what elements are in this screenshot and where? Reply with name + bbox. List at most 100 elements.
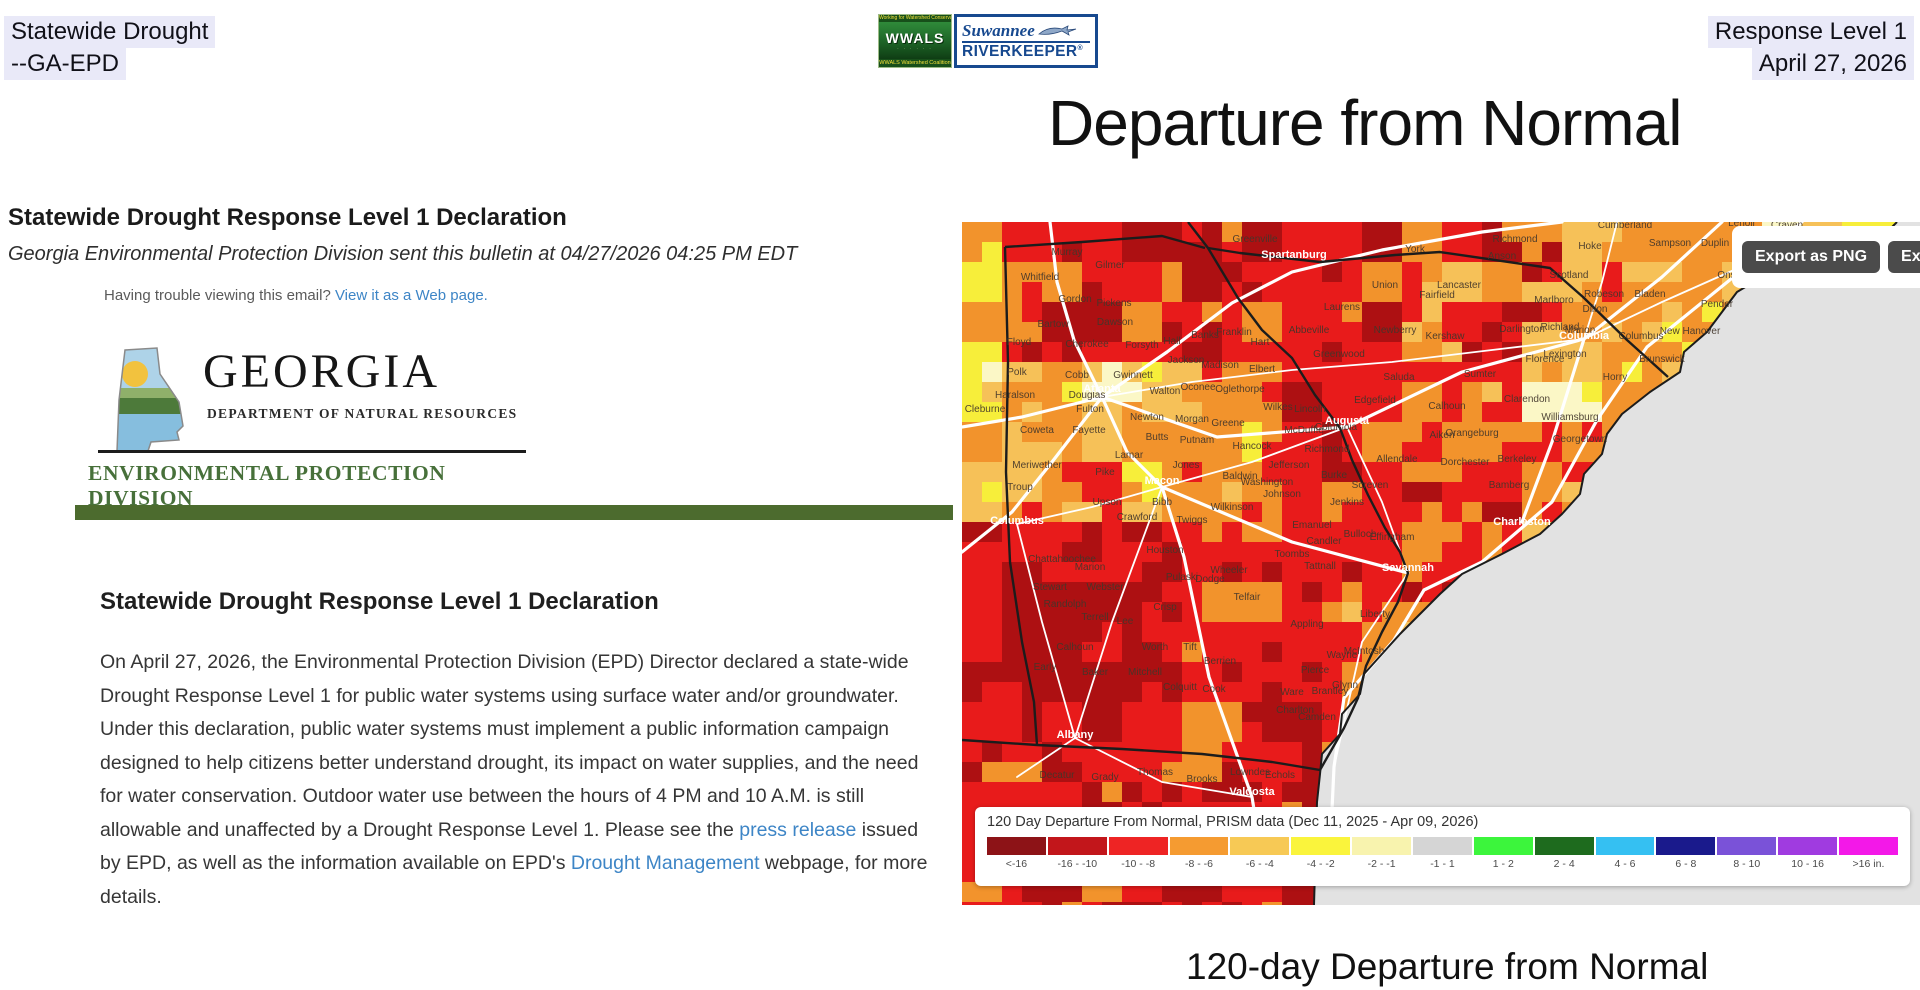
county-label: Lancaster bbox=[1437, 280, 1482, 291]
map-pixel-cell bbox=[1102, 462, 1123, 483]
county-label: Lenoir bbox=[1728, 222, 1756, 229]
email-section-title: Statewide Drought Response Level 1 Decla… bbox=[100, 588, 659, 615]
map-pixel-cell bbox=[1102, 262, 1123, 283]
map-pixel-cell bbox=[1262, 322, 1283, 343]
interstate-line bbox=[1520, 337, 1586, 524]
map-pixel-cell bbox=[1142, 602, 1163, 623]
logo-divider bbox=[98, 450, 526, 453]
map-pixel-cell bbox=[1562, 242, 1583, 263]
map-pixel-cell bbox=[1042, 522, 1063, 543]
map-pixel-cell bbox=[1202, 282, 1223, 303]
map-pixel-cell bbox=[1462, 442, 1483, 463]
map-pixel-cell bbox=[1642, 302, 1663, 323]
view-as-webpage-link[interactable]: View it as a Web page. bbox=[334, 287, 488, 304]
export-png-button[interactable]: Export as PNG bbox=[1742, 241, 1881, 273]
map-pixel-cell bbox=[962, 902, 983, 905]
highway-line bbox=[1583, 261, 1753, 340]
email-title: Statewide Drought Response Level 1 Decla… bbox=[8, 204, 567, 231]
map-pixel-cell bbox=[962, 602, 983, 623]
county-label: Kershaw bbox=[1426, 331, 1466, 342]
map-pixel-cell bbox=[1042, 882, 1063, 903]
interstate-line bbox=[962, 395, 1104, 429]
map-pixel-cell bbox=[1142, 442, 1163, 463]
map-pixel-cell bbox=[1042, 642, 1063, 663]
map-pixel-cell bbox=[1602, 382, 1623, 403]
county-label: Horry bbox=[1603, 372, 1627, 383]
county-label: Telfair bbox=[1234, 592, 1261, 603]
map-pixel-cell bbox=[1002, 742, 1023, 763]
legend-label: 2 - 4 bbox=[1553, 858, 1575, 870]
map-pixel-cell bbox=[1242, 462, 1263, 483]
map-pixel-cell bbox=[1662, 242, 1683, 263]
map-pixel-cell bbox=[1322, 502, 1343, 523]
map-pixel-cell bbox=[1602, 342, 1623, 363]
map-pixel-cell bbox=[1542, 322, 1563, 343]
map-pixel-cell bbox=[1282, 882, 1303, 903]
map-pixel-cell bbox=[1062, 682, 1083, 703]
map-pixel-cell bbox=[1582, 382, 1603, 403]
map-pixel-cell bbox=[1222, 322, 1243, 343]
map-pixel-cell bbox=[1282, 542, 1303, 563]
suwannee-riverkeeper-logo: Suwannee RIVERKEEPER® bbox=[954, 14, 1098, 68]
map-pixel-cell bbox=[1202, 782, 1223, 803]
county-label: Greenville bbox=[1232, 234, 1277, 245]
map-pixel-cell bbox=[1242, 602, 1263, 623]
map-pixel-cell bbox=[1342, 522, 1363, 543]
map-pixel-cell bbox=[1142, 562, 1163, 583]
map-pixel-cell bbox=[1262, 222, 1283, 243]
map-pixel-cell bbox=[1322, 282, 1343, 303]
map-pixel-cell bbox=[1002, 882, 1023, 903]
map-pixel-cell bbox=[1382, 382, 1403, 403]
city-label: Charleston bbox=[1493, 516, 1551, 528]
map-pixel-cell bbox=[1282, 382, 1303, 403]
export-other-button[interactable]: Export as bbox=[1888, 241, 1920, 273]
highway-line bbox=[1161, 426, 1348, 488]
county-label: Tattnall bbox=[1304, 561, 1336, 572]
body-text-1: On April 27, 2026, the Environmental Pro… bbox=[100, 651, 919, 841]
city-label: Columbus bbox=[990, 515, 1044, 527]
departure-map-canvas[interactable]: Murray Whitfield Gilmer Gordon Pickens Bartow… bbox=[962, 222, 1920, 905]
map-pixel-cell bbox=[1162, 682, 1183, 703]
map-pixel-cell bbox=[1062, 622, 1083, 643]
county-label: Bulloch bbox=[1344, 529, 1377, 540]
map-pixel-cell bbox=[1202, 882, 1223, 903]
map-pixel-cell bbox=[1682, 242, 1703, 263]
map-pixel-cell bbox=[1382, 442, 1403, 463]
map-pixel-cell bbox=[1542, 402, 1563, 423]
body-text-2: issued by EPD, as well as the informatio… bbox=[100, 818, 919, 875]
map-pixel-cell bbox=[1362, 322, 1383, 343]
drought-management-link[interactable]: Drought Management bbox=[570, 852, 760, 874]
map-pixel-cell bbox=[1142, 702, 1163, 723]
press-release-link[interactable]: press release bbox=[739, 818, 857, 841]
map-pixel-cell bbox=[1062, 362, 1083, 383]
map-pixel-cell bbox=[1442, 382, 1463, 403]
map-pixel-cell bbox=[1022, 362, 1043, 383]
map-pixel-cell bbox=[1202, 442, 1223, 463]
county-label: Pulaski bbox=[1166, 572, 1198, 583]
map-pixel-cell bbox=[1002, 262, 1023, 283]
map-pixel-cell bbox=[1022, 902, 1043, 905]
county-label: Brantley bbox=[1312, 686, 1349, 697]
map-pixel-cell bbox=[1502, 522, 1523, 543]
map-pixel-cell bbox=[1482, 282, 1503, 303]
map-pixel-cell bbox=[1142, 762, 1163, 783]
county-label: Colquitt bbox=[1163, 682, 1197, 693]
map-pixel-cell bbox=[1022, 702, 1043, 723]
map-pixel-cell bbox=[1082, 882, 1103, 903]
precip-departure-map: Murray Whitfield Gilmer Gordon Pickens Bartow… bbox=[962, 222, 1920, 905]
map-pixel-cell bbox=[1082, 762, 1103, 783]
map-pixel-cell bbox=[1022, 882, 1043, 903]
map-pixel-cell bbox=[1162, 242, 1183, 263]
map-pixel-cell bbox=[1062, 522, 1083, 543]
map-pixel-cell bbox=[1442, 302, 1463, 323]
map-pixel-cell bbox=[1162, 782, 1183, 803]
map-pixel-cell bbox=[982, 662, 1003, 683]
map-pixel-cell bbox=[962, 382, 983, 403]
county-label: Dillon bbox=[1582, 304, 1607, 315]
state-border-line bbox=[1004, 234, 1206, 250]
map-pixel-cell bbox=[1422, 502, 1443, 523]
map-pixel-cell bbox=[1362, 482, 1383, 503]
county-label: Hancock bbox=[1233, 441, 1273, 452]
map-pixel-cell bbox=[1482, 242, 1503, 263]
map-pixel-cell bbox=[1122, 502, 1143, 523]
